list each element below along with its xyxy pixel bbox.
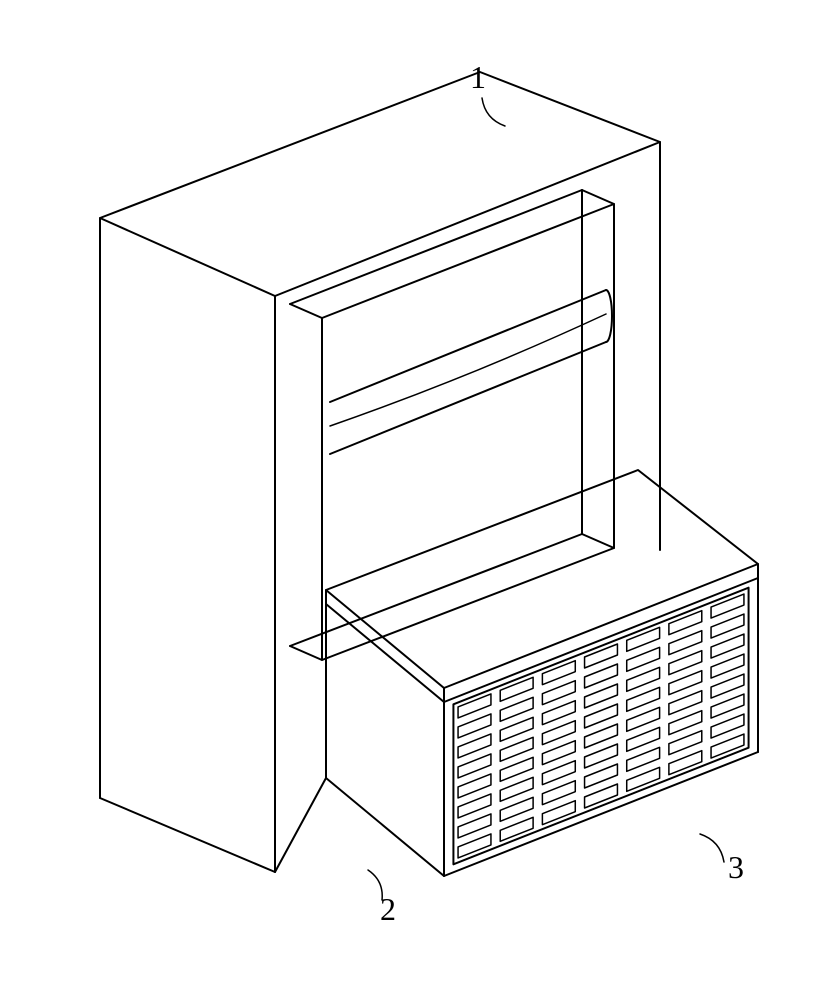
label-3: 3 — [728, 849, 744, 885]
label-1: 1 — [470, 59, 486, 95]
technical-drawing: 1 2 3 — [0, 0, 830, 1000]
label-2: 2 — [380, 891, 396, 927]
